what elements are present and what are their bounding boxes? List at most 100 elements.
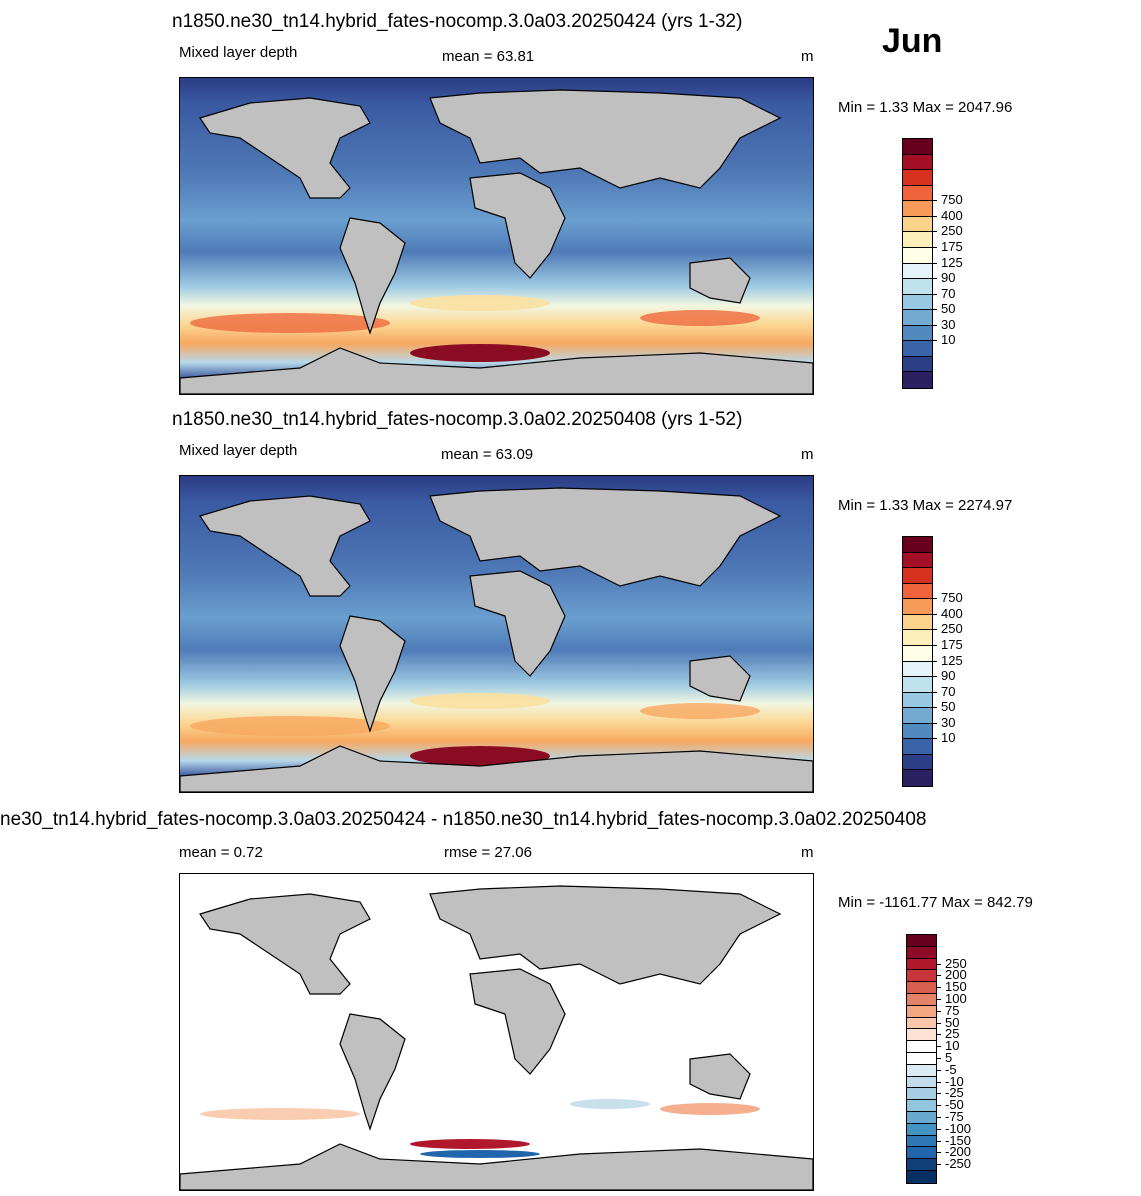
colorbar-3-swatch	[907, 970, 936, 983]
colorbar-2-tick	[932, 660, 937, 662]
colorbar-3-swatch	[907, 1005, 936, 1018]
colorbar-2-swatch	[903, 708, 932, 724]
colorbar-3-tick	[936, 1128, 941, 1130]
colorbar-2-tick	[932, 676, 937, 678]
colorbar-2-tick-label: 750	[941, 590, 963, 606]
panel-3-minmax-label: Min = -1161.77 Max = 842.79	[838, 894, 1033, 911]
colorbar-2-tick-label: 250	[941, 621, 963, 637]
colorbar-2-tick	[932, 629, 937, 631]
colorbar-3-swatch	[907, 958, 936, 971]
colorbar-2-tick-label: 90	[941, 668, 956, 684]
colorbar-3-tick	[936, 1058, 941, 1059]
colorbar-2-tick	[932, 613, 937, 615]
colorbar-2-swatch	[903, 552, 932, 569]
colorbar-1-tick-label: 175	[941, 238, 963, 254]
colorbar-3-swatch	[907, 1064, 936, 1077]
panel-1-variable-label: Mixed layer depth	[179, 44, 298, 61]
colorbar-2-tick-label: 50	[941, 699, 956, 715]
colorbar-2-swatch	[903, 645, 932, 662]
colorbar-1-swatch	[903, 325, 932, 342]
colorbar-3-tick	[936, 1164, 941, 1166]
panel-2-units-label: m	[801, 446, 814, 463]
panel-2-title: n1850.ne30_tn14.hybrid_fates-nocomp.3.0a…	[172, 409, 743, 430]
colorbar-1-swatch	[903, 232, 932, 248]
colorbar-2-tick	[932, 598, 937, 600]
colorbar-3-tick	[936, 1093, 941, 1095]
colorbar-3-tick	[936, 1105, 941, 1107]
colorbar-2-swatch	[903, 754, 932, 771]
colorbar-2-swatch	[903, 537, 932, 553]
colorbar-3-tick-label: -10	[945, 1073, 964, 1089]
panel-1-mean-label: mean = 63.81	[442, 48, 535, 65]
colorbar-3-swatch	[907, 1159, 936, 1171]
panel-3-rmse-label: rmse = 27.06	[444, 844, 532, 861]
colorbar-1-swatch	[903, 247, 932, 264]
colorbar-1-tick	[932, 309, 937, 311]
colorbar-3-tick-label: 75	[945, 1002, 960, 1018]
colorbar-1-tick	[932, 215, 937, 217]
colorbar-2-tick	[932, 722, 937, 724]
colorbar-3-swatch	[907, 1029, 936, 1042]
colorbar-2-swatch	[903, 568, 932, 584]
colorbar-1-swatch	[903, 310, 932, 326]
panel-1-minmax-label: Min = 1.33 Max = 2047.96	[838, 99, 1013, 116]
colorbar-2-swatch	[903, 723, 932, 740]
colorbar-3-tick-label: -250	[945, 1156, 972, 1172]
colorbar-2-swatch	[903, 614, 932, 631]
colorbar-3-tick	[936, 987, 941, 989]
colorbar-1-swatch	[903, 279, 932, 295]
colorbar-3-swatch	[907, 993, 936, 1006]
colorbar-3-swatch	[907, 1041, 936, 1053]
colorbar-3-tick	[936, 1034, 941, 1036]
colorbar-2-swatch	[903, 661, 932, 678]
colorbar-3-tick-label: 25	[945, 1026, 960, 1042]
panel-1-colorbar	[902, 138, 933, 389]
colorbar-2-swatch	[903, 599, 932, 615]
colorbar-2-swatch	[903, 677, 932, 693]
colorbar-2-tick-label: 70	[941, 683, 956, 699]
colorbar-2-tick	[932, 644, 937, 646]
colorbar-3-tick-label: -25	[945, 1085, 964, 1101]
colorbar-1-tick-label: 750	[941, 192, 963, 208]
colorbar-3-swatch	[907, 1147, 936, 1160]
colorbar-1-swatch	[903, 263, 932, 280]
colorbar-2-tick	[932, 707, 937, 709]
colorbar-1-swatch	[903, 294, 932, 311]
colorbar-1-tick-label: 10	[941, 332, 956, 348]
panel-3-mean-label: mean = 0.72	[179, 844, 263, 861]
colorbar-1-swatch	[903, 216, 932, 233]
colorbar-3-swatch	[907, 1123, 936, 1136]
colorbar-3-swatch	[907, 1088, 936, 1101]
colorbar-3-swatch	[907, 1135, 936, 1148]
colorbar-3-tick-label: 200	[945, 967, 967, 983]
colorbar-3-tick	[936, 1140, 941, 1142]
colorbar-2-tick	[932, 691, 937, 693]
month-label: Jun	[882, 22, 943, 60]
colorbar-1-swatch	[903, 356, 932, 373]
colorbar-2-tick	[932, 738, 937, 740]
colorbar-1-tick	[932, 324, 937, 326]
colorbar-3-tick	[936, 1046, 941, 1048]
colorbar-2-swatch	[903, 630, 932, 646]
colorbar-2-tick-label: 175	[941, 636, 963, 652]
colorbar-1-tick	[932, 200, 937, 202]
colorbar-2-tick-label: 30	[941, 714, 956, 730]
colorbar-3-tick	[936, 1152, 941, 1154]
colorbar-2-tick-label: 125	[941, 652, 963, 668]
colorbar-3-swatch	[907, 1052, 936, 1065]
colorbar-2-swatch	[903, 692, 932, 709]
colorbar-3-swatch	[907, 1170, 936, 1183]
colorbar-1-tick-label: 90	[941, 270, 956, 286]
colorbar-1-tick-label: 125	[941, 254, 963, 270]
panel-2-variable-label: Mixed layer depth	[179, 442, 298, 459]
colorbar-3-tick-label: -150	[945, 1132, 972, 1148]
panel-3-title: ne30_tn14.hybrid_fates-nocomp.3.0a03.202…	[0, 809, 927, 830]
colorbar-3-tick-label: -75	[945, 1109, 964, 1125]
colorbar-3-tick	[936, 963, 941, 965]
colorbar-3-tick-label: -50	[945, 1097, 964, 1113]
colorbar-3-tick-label: -5	[945, 1061, 957, 1077]
panel-1-map	[179, 77, 814, 395]
colorbar-1-tick	[932, 262, 937, 264]
colorbar-3-tick	[936, 1069, 941, 1071]
colorbar-3-swatch	[907, 1076, 936, 1089]
